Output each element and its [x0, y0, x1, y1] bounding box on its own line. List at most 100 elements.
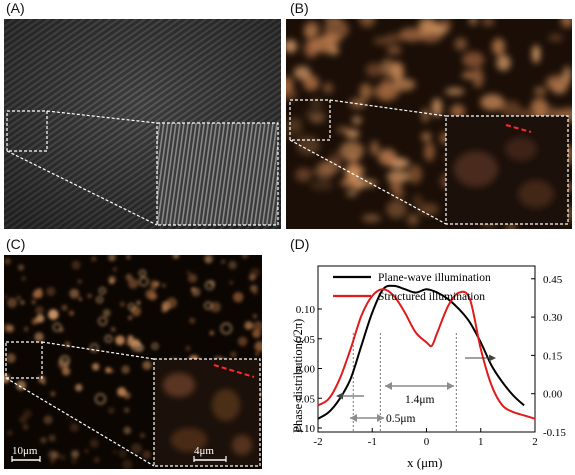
cell-blob [303, 75, 320, 91]
cell-blob [121, 365, 130, 374]
cell-blob [128, 278, 139, 289]
cell-blob [418, 19, 437, 34]
cell-blob [48, 434, 56, 442]
series-line-structured [317, 288, 536, 420]
cell-blob [210, 301, 221, 313]
cell-blob [37, 288, 42, 292]
cell-blob [336, 126, 350, 133]
cell-blob [124, 407, 130, 413]
cell-blob [142, 450, 152, 460]
cell-blob [340, 178, 361, 188]
panel-c-label: (C) [6, 236, 26, 252]
cell-blob [126, 255, 131, 260]
cell-blob [362, 214, 381, 223]
cell-blob [43, 415, 53, 425]
cell-blob [166, 297, 178, 309]
annotation-0-5um: 0.5μm [350, 413, 416, 425]
cell-blob [445, 87, 465, 96]
cell-blob [339, 141, 364, 161]
cell-blob [365, 63, 383, 77]
cell-blob [22, 424, 29, 430]
panel-b-image [286, 19, 572, 229]
cell-blob [69, 422, 80, 432]
annotation-1-4um: 1.4μm [385, 382, 454, 406]
right-y-tick-label: -0.15 [543, 427, 566, 439]
cell-blob [108, 407, 115, 414]
cell-blob [412, 194, 423, 208]
cell-blob [496, 54, 511, 71]
cell-blob [40, 437, 47, 444]
cell-blob [346, 190, 358, 197]
cell-blob [392, 78, 416, 91]
cell-blob [102, 309, 111, 317]
cell-blob [492, 38, 505, 56]
cell-blob [191, 287, 201, 297]
cell-blob [431, 98, 443, 117]
cell-blob [532, 45, 541, 63]
cell-ring [89, 343, 99, 353]
cell-blob [123, 426, 132, 435]
cell-blob [244, 321, 253, 330]
cell-blob [370, 140, 380, 156]
cell-blob [286, 76, 294, 95]
cell-blob [69, 310, 74, 316]
cell-blob [237, 336, 248, 347]
cell-blob [315, 161, 334, 181]
cell-blob [359, 19, 376, 28]
cell-blob [386, 200, 407, 219]
cell-blob [255, 352, 259, 356]
cell-blob [58, 358, 70, 370]
cell-blob [115, 335, 125, 346]
cell-ring [96, 296, 103, 303]
cell-blob [7, 297, 18, 308]
cell-blob [228, 260, 237, 270]
cell-blob [148, 291, 158, 301]
cell-blob [122, 459, 133, 469]
cell-blob [162, 283, 166, 288]
cell-blob [562, 66, 572, 84]
cell-blob [24, 327, 29, 332]
cell-blob [105, 367, 112, 374]
cell-blob [390, 61, 404, 81]
x-tick-label: 0 [424, 436, 430, 448]
cell-blob [21, 276, 26, 281]
left-y-tick-label: 0.05 [296, 393, 316, 405]
cell-ring [139, 269, 147, 277]
cell-blob [230, 351, 237, 358]
left-axis-arrow [336, 392, 364, 400]
cell-blob [310, 98, 322, 110]
right-y-tick-label: 0.00 [543, 389, 563, 401]
cell-blob [126, 339, 134, 347]
cell-blob [390, 176, 402, 194]
cell-ring [220, 322, 232, 335]
cell-blob [4, 258, 11, 265]
cell-blob [432, 25, 449, 35]
cell-blob [142, 360, 152, 370]
cell-blob [111, 327, 116, 332]
cell-blob [399, 27, 425, 42]
scale-label-inset: 4μm [194, 445, 214, 457]
svg-text:0.5μm: 0.5μm [386, 413, 416, 425]
x-tick-label: -1 [368, 436, 377, 448]
cell-blob [36, 314, 45, 323]
cell-blob [462, 51, 485, 68]
cell-blob [59, 454, 66, 461]
cell-blob [421, 132, 432, 142]
cell-blob [48, 450, 57, 459]
cell-blob [359, 83, 372, 100]
cell-ring [98, 316, 108, 326]
cell-blob [187, 273, 198, 283]
cell-blob [296, 135, 320, 156]
cell-blob [42, 381, 46, 385]
cell-blob [18, 264, 24, 271]
cell-blob [253, 321, 262, 332]
cell-blob [7, 430, 13, 436]
cell-blob [113, 267, 117, 272]
cell-ring [204, 301, 213, 310]
cell-blob [71, 260, 81, 270]
cell-blob [4, 294, 8, 299]
cell-ring [138, 276, 149, 287]
cell-blob [93, 456, 100, 463]
cell-blob [109, 278, 115, 285]
cell-blob [309, 116, 325, 123]
